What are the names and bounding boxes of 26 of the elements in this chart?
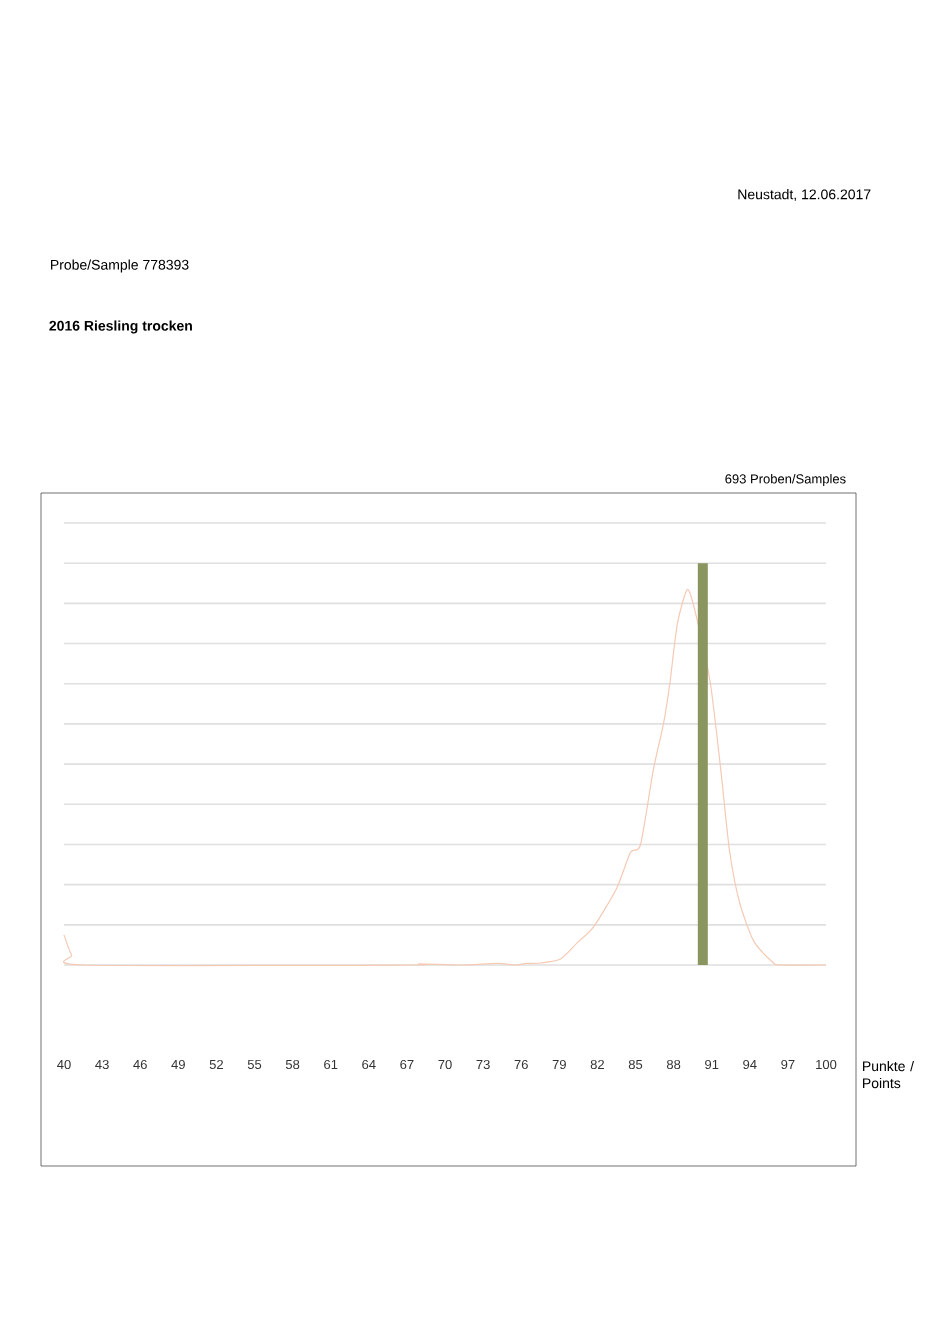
x-tick-label: 73	[476, 1059, 490, 1070]
chart-title: 2016 Riesling trocken	[49, 320, 193, 334]
x-tick-label: 85	[629, 1059, 643, 1070]
x-tick-label: 82	[590, 1059, 605, 1070]
x-tick-label: 91	[705, 1059, 719, 1070]
x-tick-label: 76	[514, 1059, 529, 1070]
text: Neustadt, 12.06.2017	[738, 189, 871, 201]
x-tick-label: 49	[171, 1059, 186, 1070]
x-tick-label: 88	[667, 1059, 681, 1070]
x-axis-title: Punkte / Points	[863, 1060, 915, 1089]
x-tick-label: 55	[248, 1059, 262, 1069]
x-tick-label: 79	[552, 1059, 567, 1070]
text: 693 Proben/Samples	[725, 473, 846, 487]
x-tick-label: 100	[816, 1059, 837, 1070]
x-tick-label: 58	[286, 1059, 300, 1070]
x-tick-label: 46	[133, 1059, 148, 1070]
x-tick-label: 67	[400, 1059, 414, 1070]
x-tick-label: 70	[438, 1059, 452, 1070]
x-tick-label: 64	[362, 1059, 376, 1070]
x-tick-label: 61	[324, 1059, 338, 1070]
x-tick-label: 43	[95, 1059, 109, 1070]
x-tick-label: 40	[57, 1059, 71, 1070]
x-tick-label: 94	[743, 1059, 757, 1070]
chart-subtitle: Probe/Sample 778393	[51, 259, 189, 273]
x-tick-label: 97	[781, 1059, 795, 1070]
x-tick-label: 52	[209, 1059, 224, 1070]
